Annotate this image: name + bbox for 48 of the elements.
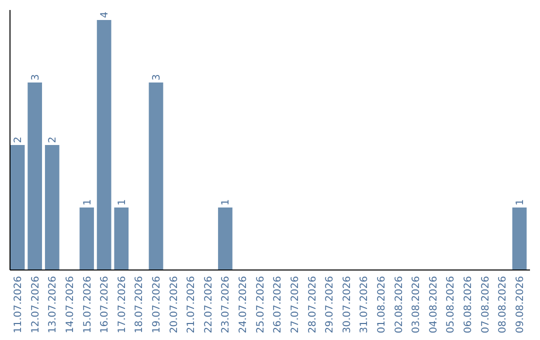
x-tick-label: 06.08.2026 [463, 276, 474, 334]
x-tick-label: 05.08.2026 [446, 276, 457, 334]
bar [512, 208, 527, 270]
bar [218, 208, 232, 270]
data-label: 2 [48, 136, 59, 143]
x-tick-label: 29.07.2026 [324, 276, 336, 334]
data-label: 1 [220, 199, 232, 206]
x-tick-label: 12.07.2026 [30, 276, 42, 334]
bar [10, 145, 25, 270]
data-label: 1 [514, 199, 526, 206]
data-label: 1 [116, 199, 128, 206]
x-tick-label: 23.07.2026 [220, 276, 232, 334]
bar [28, 82, 42, 270]
x-tick-label: 15.07.2026 [82, 276, 94, 334]
x-tick-label: 18.07.2026 [134, 276, 146, 334]
x-tick-label: 21.07.2026 [186, 276, 198, 334]
x-tick-label: 20.07.2026 [168, 276, 180, 334]
x-tick-label: 31.07.2026 [359, 276, 370, 334]
data-label: 3 [151, 74, 162, 80]
x-tick-label: 25.07.2026 [255, 276, 266, 334]
x-tick-label: 01.08.2026 [376, 276, 388, 334]
x-tick-label: 19.07.2026 [151, 276, 162, 334]
x-tick-label: 24.07.2026 [238, 276, 250, 334]
x-tick-label: 30.07.2026 [342, 276, 353, 334]
x-tick-label: 27.07.2026 [290, 276, 301, 334]
x-tick-label: 02.08.2026 [394, 276, 405, 334]
bar [148, 82, 164, 270]
x-tick-label: 26.07.2026 [272, 276, 284, 334]
x-tick-label: 11.07.2026 [13, 276, 24, 334]
data-label: 1 [82, 199, 94, 206]
bar [44, 145, 60, 270]
data-label: 3 [30, 74, 42, 80]
x-tick-label: 22.07.2026 [203, 276, 214, 334]
x-tick-label: 07.08.2026 [480, 276, 492, 334]
x-tick-label: 13.07.2026 [48, 276, 59, 334]
data-label: 2 [13, 136, 24, 143]
x-tick-label: 17.07.2026 [116, 276, 128, 334]
x-tick-label: 08.08.2026 [498, 276, 509, 334]
data-label: 4 [100, 12, 111, 18]
x-tick-label: 14.07.2026 [64, 276, 76, 334]
x-tick-label: 28.07.2026 [307, 276, 318, 334]
bar [114, 208, 129, 270]
bar [96, 20, 112, 270]
x-tick-label: 04.08.2026 [428, 276, 440, 334]
x-tick-label: 09.08.2026 [514, 276, 526, 334]
bar [80, 208, 94, 270]
x-tick-label: 16.07.2026 [100, 276, 111, 334]
x-tick-label: 03.08.2026 [411, 276, 422, 334]
